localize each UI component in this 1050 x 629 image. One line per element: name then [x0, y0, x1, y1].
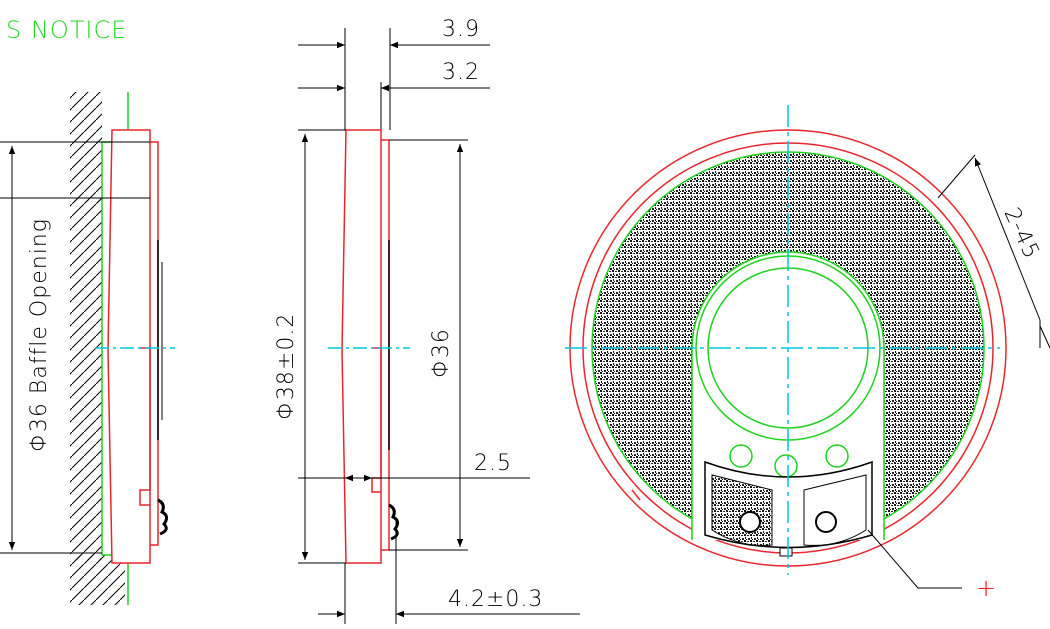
speaker-body-side	[107, 129, 151, 564]
dim-inner-diameter: Φ36	[429, 328, 454, 378]
vent-hole-center	[774, 454, 798, 478]
leader-2-45-arrow	[974, 157, 1041, 321]
baffle-view: Φ36 Baffle Opening	[0, 92, 175, 605]
vent-hole-right	[825, 444, 849, 468]
speaker-rim-step	[150, 141, 159, 546]
rim-notch	[631, 489, 641, 501]
dim-3-2: 3.2	[442, 60, 480, 85]
solder-pad-right	[815, 511, 837, 533]
front-view: 2-45 +	[565, 105, 1050, 602]
polarity-mark: +	[976, 574, 996, 602]
baffle-wall-mid	[70, 200, 102, 560]
dim-outer-diameter: Φ38±0.2	[274, 313, 299, 420]
solder-blob	[157, 498, 169, 536]
side-body	[341, 129, 382, 564]
dim-overall-thickness: 4.2±0.3	[448, 587, 543, 612]
dim-rim-offset: 2.5	[474, 451, 512, 476]
leader-2-45-ext	[937, 154, 976, 199]
side-view: 3.9 3.2 Φ38±0.2 Φ36 2.5 4.2±0.3	[274, 17, 580, 624]
dim-baffle-opening: Φ36 Baffle Opening	[27, 218, 52, 452]
polarity-leader	[867, 529, 962, 589]
baffle-wall-upper	[70, 92, 102, 202]
leader-2-45-arrow-lower	[1039, 325, 1050, 349]
notice-label: S NOTICE	[6, 16, 127, 44]
dim-3-9: 3.9	[442, 17, 480, 42]
solder-pad-left	[739, 511, 761, 533]
side-rim	[381, 139, 390, 551]
center-tab	[779, 547, 793, 557]
vent-hole-left	[729, 444, 753, 468]
side-solder	[388, 503, 400, 541]
